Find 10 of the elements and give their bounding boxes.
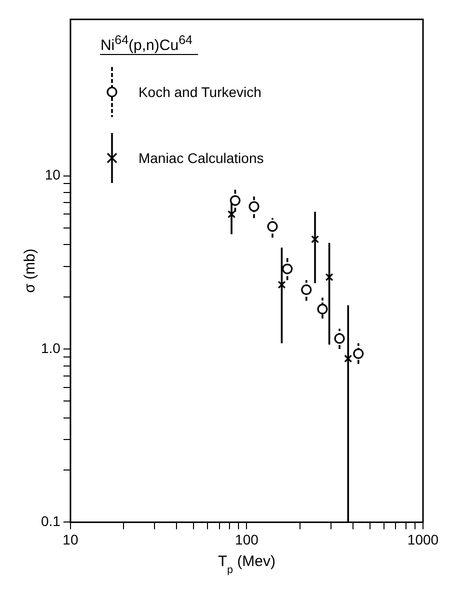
x-tick-label: 1000	[407, 531, 439, 548]
y-tick-label: 1.0	[40, 340, 61, 356]
legend-label: Maniac Calculations	[138, 150, 264, 166]
x-tick-label: 100	[235, 531, 259, 548]
y-tick-label: 0.1	[40, 513, 61, 530]
y-axis-title: σ (mb)	[21, 248, 38, 293]
x-tick-label: 10	[62, 531, 78, 548]
legend-label: Koch and Turkevich	[138, 84, 262, 100]
legend-title: Ni$^{64}$(p,n)Cu$^{64}$	[100, 33, 198, 56]
y-tick-label: 10	[44, 166, 61, 183]
